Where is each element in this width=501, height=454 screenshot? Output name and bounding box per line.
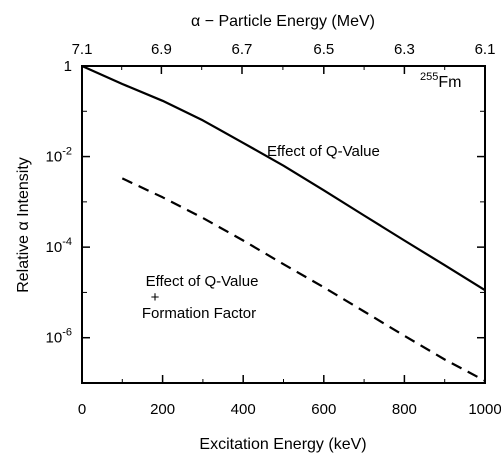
y-axis-title: Relative α Intensity — [15, 157, 32, 293]
y-tick-exponent: -2 — [62, 146, 72, 158]
x-tick-label: 0 — [78, 401, 86, 418]
nuclide-mass: 255 — [420, 71, 438, 83]
x-axis-title: Excitation Energy (keV) — [199, 436, 366, 453]
y-tick-base: 10 — [46, 239, 63, 256]
top-tick-label: 6.9 — [151, 41, 172, 58]
x-tick-label: 1000 — [468, 401, 501, 418]
nuclide-label: 255Fm — [420, 71, 461, 91]
x-tick-label: 400 — [231, 401, 256, 418]
top-tick-label: 7.1 — [72, 41, 93, 58]
x-tick-label: 200 — [150, 401, 175, 418]
y-tick-base: 10 — [46, 149, 63, 166]
top-tick-label: 6.1 — [475, 41, 496, 58]
solid-curve-label: Effect of Q-Value — [267, 143, 380, 160]
y-tick-base: 10 — [46, 330, 63, 347]
y-tick-label: 10-4 — [46, 236, 72, 256]
q-value-curve — [81, 64, 486, 292]
plot-frame — [81, 65, 486, 384]
top-axis-title: α − Particle Energy (MeV) — [191, 13, 375, 30]
top-tick-label: 6.3 — [394, 41, 415, 58]
y-tick-exponent: -4 — [62, 236, 72, 248]
x-tick-label: 600 — [311, 401, 336, 418]
y-tick-label: 10-2 — [46, 146, 72, 166]
top-tick-label: 6.7 — [232, 41, 253, 58]
formation-factor-curve — [121, 177, 486, 382]
y-tick-exponent: -6 — [62, 327, 72, 339]
y-tick-base: 1 — [64, 58, 72, 75]
y-tick-label: 1 — [64, 58, 72, 75]
top-tick-label: 6.5 — [313, 41, 334, 58]
dashed-curve-label-line2: + — [151, 289, 160, 306]
dashed-curve-label-line3: Formation Factor — [142, 305, 256, 322]
nuclide-label-text: 255Fm — [420, 71, 461, 91]
y-tick-label: 10-6 — [46, 327, 72, 347]
dashed-curve-label-line1: Effect of Q-Value — [146, 273, 259, 290]
nuclide-symbol: Fm — [438, 74, 461, 91]
series-layer — [81, 64, 486, 382]
x-tick-label: 800 — [392, 401, 417, 418]
